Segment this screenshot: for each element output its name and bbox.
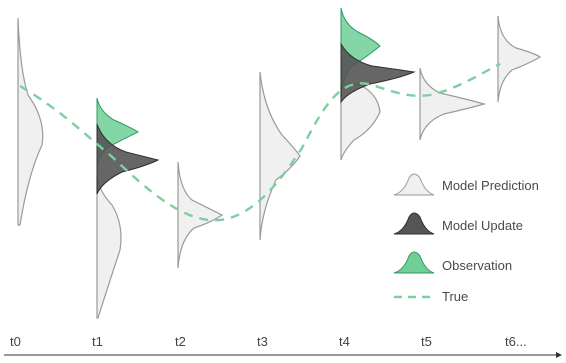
tick-label-t0: t0	[10, 334, 21, 349]
legend-item-update: Model Update	[393, 212, 523, 235]
legend-item-prediction: Model Prediction	[393, 173, 539, 196]
observation-distributions	[96, 7, 381, 169]
update-t4	[340, 42, 416, 104]
legend-label-true: True	[442, 289, 468, 304]
legend-item-observation: Observation	[393, 251, 512, 274]
prediction-distributions	[17, 15, 542, 319]
prediction-t3	[259, 71, 301, 241]
tick-label-t6: t6...	[505, 334, 527, 349]
prediction-t5	[419, 67, 487, 141]
legend: Model Prediction Model Update Observatio…	[393, 173, 539, 304]
update-distributions	[96, 42, 416, 195]
tick-label-t5: t5	[421, 334, 432, 349]
true-trajectory	[19, 62, 501, 222]
legend-item-true: True	[394, 289, 468, 304]
time-axis: t0 t1 t2 t3 t4 t5 t6...	[4, 334, 562, 358]
prediction-t0	[17, 17, 44, 226]
legend-label-observation: Observation	[442, 258, 512, 273]
legend-prediction-swatch	[393, 173, 435, 196]
legend-label-update: Model Update	[442, 218, 523, 233]
tick-label-t3: t3	[257, 334, 268, 349]
tick-label-t4: t4	[339, 334, 350, 349]
time-axis-arrow	[556, 352, 562, 358]
update-t1	[96, 123, 160, 195]
legend-update-swatch	[393, 212, 435, 235]
prediction-t1	[96, 174, 122, 319]
legend-label-prediction: Model Prediction	[442, 178, 539, 193]
tick-label-t1: t1	[92, 334, 103, 349]
prediction-t6	[497, 15, 542, 103]
tick-label-t2: t2	[175, 334, 186, 349]
legend-observation-swatch	[393, 251, 435, 274]
prediction-t2	[177, 161, 224, 269]
